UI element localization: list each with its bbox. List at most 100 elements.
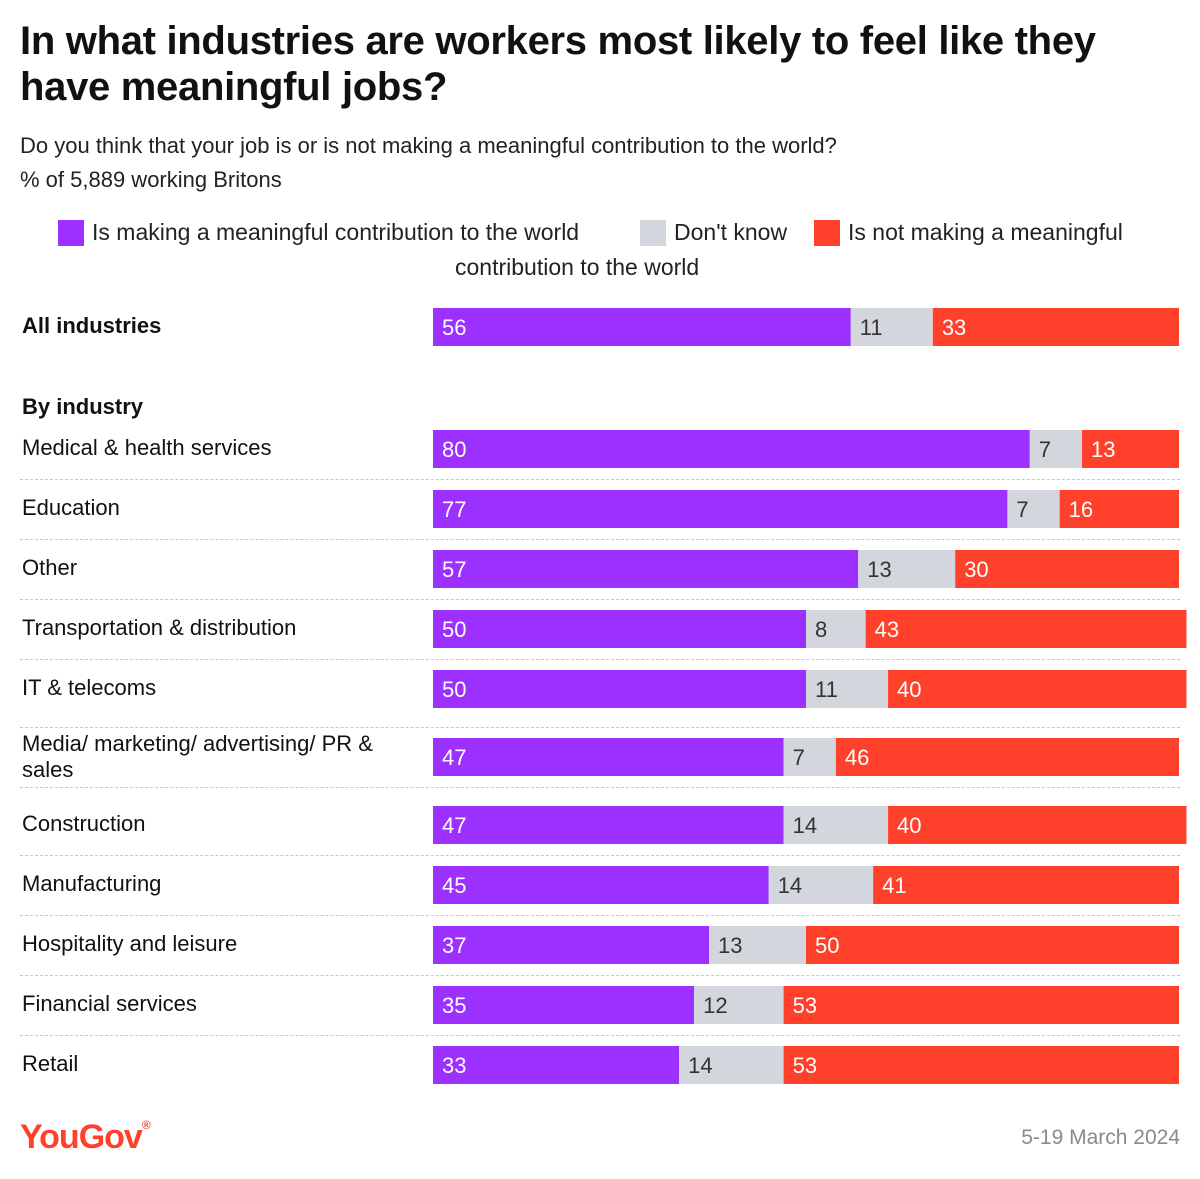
data-label-not-meaningful: 40 <box>897 677 921 702</box>
bar-not-meaningful <box>783 986 1179 1024</box>
data-label-dont-know: 7 <box>1039 437 1051 462</box>
data-label-meaningful: 47 <box>442 745 466 770</box>
row-divider <box>20 787 1180 788</box>
data-label-not-meaningful: 40 <box>897 813 921 838</box>
bar-meaningful <box>433 926 710 964</box>
bar-dont-know <box>679 1046 784 1084</box>
data-label-meaningful: 57 <box>442 557 466 582</box>
yougov-logo: YouGov® <box>20 1118 151 1157</box>
data-label-meaningful: 47 <box>442 813 466 838</box>
category-label: Media/ marketing/ advertising/ PR & sale… <box>22 731 373 782</box>
row-divider <box>20 599 1180 600</box>
category-label: Hospitality and leisure <box>22 931 238 956</box>
section-header: By industry <box>22 394 144 419</box>
legend-swatch-meaningful <box>58 220 84 246</box>
category-label: Manufacturing <box>22 871 162 896</box>
data-label-not-meaningful: 43 <box>875 617 899 642</box>
bar-not-meaningful <box>873 866 1179 904</box>
data-label-meaningful: 35 <box>442 993 466 1018</box>
logo-mark: ® <box>141 1118 151 1132</box>
bar-meaningful <box>433 610 806 648</box>
base-note: % of 5,889 working Britons <box>20 167 282 192</box>
bar-dont-know <box>806 610 866 648</box>
data-label-not-meaningful: 53 <box>793 1053 817 1078</box>
category-label: Other <box>22 555 78 580</box>
data-label-meaningful: 50 <box>442 677 466 702</box>
bar-not-meaningful <box>783 1046 1179 1084</box>
bar-meaningful <box>433 430 1030 468</box>
bar-dont-know <box>806 670 889 708</box>
bar-meaningful <box>433 738 784 776</box>
data-label-not-meaningful: 13 <box>1091 437 1115 462</box>
survey-date: 5-19 March 2024 <box>1021 1126 1180 1149</box>
category-label: IT & telecoms <box>22 675 157 700</box>
bar-dont-know <box>1029 430 1083 468</box>
row-divider <box>20 1035 1180 1036</box>
data-label-meaningful: 80 <box>442 437 466 462</box>
data-label-dont-know: 12 <box>703 993 727 1018</box>
row-divider <box>20 479 1180 480</box>
category-label: Retail <box>22 1051 79 1076</box>
row-divider <box>20 915 1180 916</box>
legend-swatch-not-meaningful <box>814 220 840 246</box>
legend-label-dont-know: Don't know <box>674 219 788 245</box>
legend-label-meaningful: Is making a meaningful contribution to t… <box>92 219 580 245</box>
bar-dont-know <box>783 806 889 844</box>
data-label-dont-know: 14 <box>778 873 802 898</box>
legend-swatch-dont-know <box>640 220 666 246</box>
bar-dont-know <box>1007 490 1060 528</box>
bar-meaningful <box>433 490 1008 528</box>
bar-dont-know <box>783 738 836 776</box>
bar-meaningful <box>433 986 695 1024</box>
bar-meaningful <box>433 308 851 346</box>
chart-title: In what industries are workers most like… <box>20 19 1096 109</box>
bar-dont-know <box>694 986 784 1024</box>
data-label-meaningful: 45 <box>442 873 466 898</box>
data-label-dont-know: 7 <box>793 745 805 770</box>
category-label: Education <box>22 495 120 520</box>
data-label-dont-know: 11 <box>860 315 883 340</box>
data-label-dont-know: 13 <box>718 933 742 958</box>
bar-not-meaningful <box>1059 490 1179 528</box>
data-label-dont-know: 7 <box>1016 497 1028 522</box>
data-label-not-meaningful: 50 <box>815 933 839 958</box>
data-label-not-meaningful: 53 <box>793 993 817 1018</box>
bar-not-meaningful <box>932 308 1179 346</box>
bar-meaningful <box>433 806 784 844</box>
data-label-dont-know: 11 <box>815 677 838 702</box>
bar-not-meaningful <box>806 926 1179 964</box>
bar-not-meaningful <box>865 610 1187 648</box>
data-label-not-meaningful: 16 <box>1069 497 1093 522</box>
bar-dont-know <box>709 926 806 964</box>
legend-label-not-meaningful: Is not making a meaningful <box>848 219 1123 245</box>
data-label-meaningful: 33 <box>442 1053 466 1078</box>
category-label: Construction <box>22 811 146 836</box>
bar-dont-know <box>858 550 956 588</box>
bar-meaningful <box>433 670 806 708</box>
category-label: Transportation & distribution <box>22 615 297 640</box>
bar-not-meaningful <box>955 550 1179 588</box>
row-divider <box>20 975 1180 976</box>
data-label-meaningful: 77 <box>442 497 466 522</box>
logo-text: YouGov <box>20 1118 143 1156</box>
chart-subtitle: Do you think that your job is or is not … <box>20 133 837 158</box>
data-label-dont-know: 14 <box>688 1053 712 1078</box>
bar-dont-know <box>768 866 874 904</box>
data-label-not-meaningful: 46 <box>845 745 869 770</box>
bar-not-meaningful <box>888 670 1187 708</box>
row-divider <box>20 659 1180 660</box>
data-label-not-meaningful: 33 <box>942 315 966 340</box>
row-divider <box>20 727 1180 728</box>
legend-label-not-meaningful-line2: contribution to the world <box>455 254 700 280</box>
data-label-dont-know: 13 <box>867 557 891 582</box>
data-label-dont-know: 14 <box>793 813 817 838</box>
category-label: Financial services <box>22 991 197 1016</box>
data-label-dont-know: 8 <box>815 617 827 642</box>
bar-meaningful <box>433 866 769 904</box>
bar-not-meaningful <box>835 738 1179 776</box>
data-label-not-meaningful: 30 <box>964 557 988 582</box>
data-label-meaningful: 56 <box>442 315 466 340</box>
bar-not-meaningful <box>1082 430 1179 468</box>
category-label: All industries <box>22 313 162 338</box>
